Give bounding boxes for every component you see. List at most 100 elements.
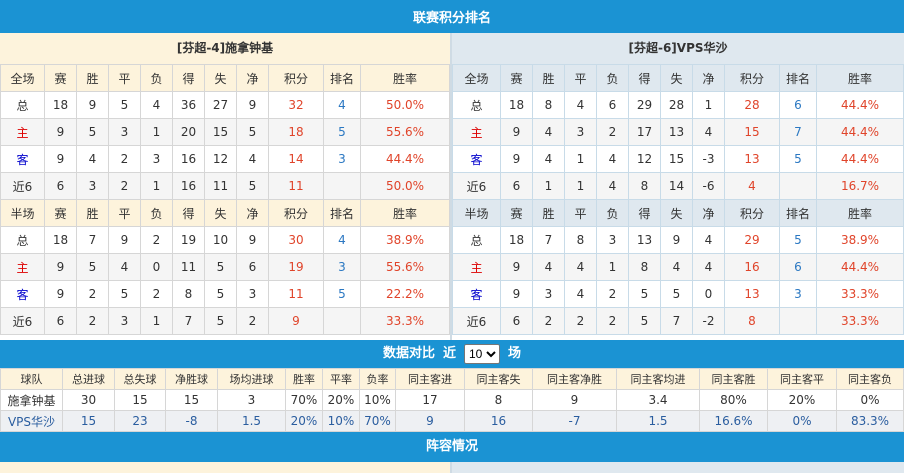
home-standings: [芬超-4]施拿钟基 全场赛胜平负得失净积分 排名 胜率总 18 9 5 4 36 27 9 32 4…: [0, 33, 450, 340]
stat-cell: 27: [204, 91, 237, 119]
stat-cell: 2: [596, 280, 629, 308]
stat-cell: 44.4%: [816, 253, 904, 281]
stat-cell: 16.6%: [699, 410, 768, 432]
stat-cell: 7: [76, 226, 109, 254]
stat-cell: 10%: [322, 410, 360, 432]
column-header: 平: [564, 199, 597, 227]
column-header: 全场: [0, 64, 45, 92]
column-header: 排名: [779, 64, 817, 92]
stat-cell: 4: [532, 253, 565, 281]
column-header: 积分: [724, 199, 780, 227]
row-label: 客: [452, 145, 501, 173]
home-table: 全场赛胜平负得失净积分 排名 胜率总 18 9 5 4 36 27 9 32 4 50.0% 主 9 5 3 1 2…: [0, 64, 450, 335]
stat-cell: 33.3%: [360, 307, 450, 335]
stat-cell: 5: [628, 307, 661, 335]
stat-cell: 10%: [359, 389, 396, 411]
stat-cell: 3: [140, 145, 173, 173]
column-header: 总进球: [62, 368, 115, 390]
stat-cell: [779, 307, 817, 335]
stat-cell: 15: [724, 118, 780, 146]
stat-cell: 4: [236, 145, 269, 173]
column-header: 得: [172, 199, 205, 227]
stat-cell: 1: [140, 172, 173, 200]
column-header: 场均进球: [217, 368, 286, 390]
column-header: 同主客负: [836, 368, 904, 390]
stat-cell: 9: [44, 253, 77, 281]
stat-cell: 9: [500, 280, 533, 308]
stat-cell: 3: [564, 118, 597, 146]
stat-cell: 14: [268, 145, 324, 173]
stat-cell: 8: [724, 307, 780, 335]
stat-cell: 19: [172, 226, 205, 254]
stat-cell: 6: [596, 91, 629, 119]
away-team-title: [芬超-6]VPS华沙: [452, 33, 904, 64]
stat-cell: 0: [692, 280, 725, 308]
stat-cell: 3: [323, 253, 361, 281]
stat-cell: -7: [532, 410, 617, 432]
stat-cell: 3: [217, 389, 286, 411]
stat-cell: 4: [564, 280, 597, 308]
column-header: 得: [628, 64, 661, 92]
stat-cell: 4: [692, 253, 725, 281]
stat-cell: 18: [500, 226, 533, 254]
standings-title: 联赛积分排名: [0, 0, 904, 33]
stat-cell: 19: [268, 253, 324, 281]
stat-cell: 28: [724, 91, 780, 119]
table-row: 总 18 7 8 3 13 9 4 29 5 38.9%: [452, 226, 904, 254]
stat-cell: 4: [564, 91, 597, 119]
stat-cell: 8: [532, 91, 565, 119]
stat-cell: 5: [628, 280, 661, 308]
column-header: 胜率: [816, 64, 904, 92]
stat-cell: 9: [236, 91, 269, 119]
stat-cell: 5: [76, 253, 109, 281]
column-header: 失: [204, 64, 237, 92]
stat-cell: 16.7%: [816, 172, 904, 200]
half-header-row: 半场赛胜平负得失净积分 排名 胜率: [452, 199, 904, 227]
stat-cell: 3: [596, 226, 629, 254]
column-header: 平: [108, 199, 141, 227]
stat-cell: 9: [76, 91, 109, 119]
column-header: 排名: [323, 199, 361, 227]
stat-cell: 6: [44, 307, 77, 335]
column-header: 胜率: [285, 368, 323, 390]
column-header: 同主客平: [767, 368, 837, 390]
full-header-row: 全场赛胜平负得失净积分 排名 胜率: [0, 64, 450, 92]
stat-cell: 9: [500, 253, 533, 281]
column-header: 平: [108, 64, 141, 92]
stat-cell: 5: [323, 118, 361, 146]
compare-table: 球队 总进球 总失球 净胜球 场均进球 胜率 平率 负率 同主客进 同主客失 同主客净胜 同主客均进同…: [0, 368, 904, 432]
stat-cell: 18: [268, 118, 324, 146]
stat-cell: 80%: [699, 389, 768, 411]
stat-cell: 6: [500, 172, 533, 200]
stat-cell: 9: [268, 307, 324, 335]
stat-cell: 13: [628, 226, 661, 254]
stat-cell: 4: [692, 118, 725, 146]
stat-cell: 9: [44, 145, 77, 173]
row-label: 客: [0, 145, 45, 173]
stat-cell: 18: [500, 91, 533, 119]
compare-row: 施拿钟基 30 15 15 3 70% 20% 10% 17 8 9 3.4 80% 20% 0%: [0, 389, 904, 411]
column-header: 得: [172, 64, 205, 92]
column-header: 胜: [76, 64, 109, 92]
stat-cell: 10: [204, 226, 237, 254]
stat-cell: 0%: [836, 389, 904, 411]
stat-cell: -2: [692, 307, 725, 335]
row-label: 近6: [0, 307, 45, 335]
table-row: 近6 6 2 2 2 5 7 -2 8 33.3%: [452, 307, 904, 335]
stat-cell: 13: [724, 280, 780, 308]
stat-cell: 20: [172, 118, 205, 146]
match-count-select[interactable]: 10: [464, 344, 500, 364]
column-header: 失: [660, 199, 693, 227]
stat-cell: 44.4%: [816, 91, 904, 119]
column-header: 同主客进: [395, 368, 465, 390]
stat-cell: 17: [628, 118, 661, 146]
column-header: 同主客失: [464, 368, 533, 390]
stat-cell: 1: [596, 253, 629, 281]
stat-cell: 44.4%: [816, 118, 904, 146]
stat-cell: 3: [76, 172, 109, 200]
table-row: 近6 6 3 2 1 16 11 5 11 50.0%: [0, 172, 450, 200]
stat-cell: 9: [44, 280, 77, 308]
table-row: 主 9 4 4 1 8 4 4 16 6 44.4%: [452, 253, 904, 281]
stat-cell: 36: [172, 91, 205, 119]
table-row: 客 9 2 5 2 8 5 3 11 5 22.2%: [0, 280, 450, 308]
